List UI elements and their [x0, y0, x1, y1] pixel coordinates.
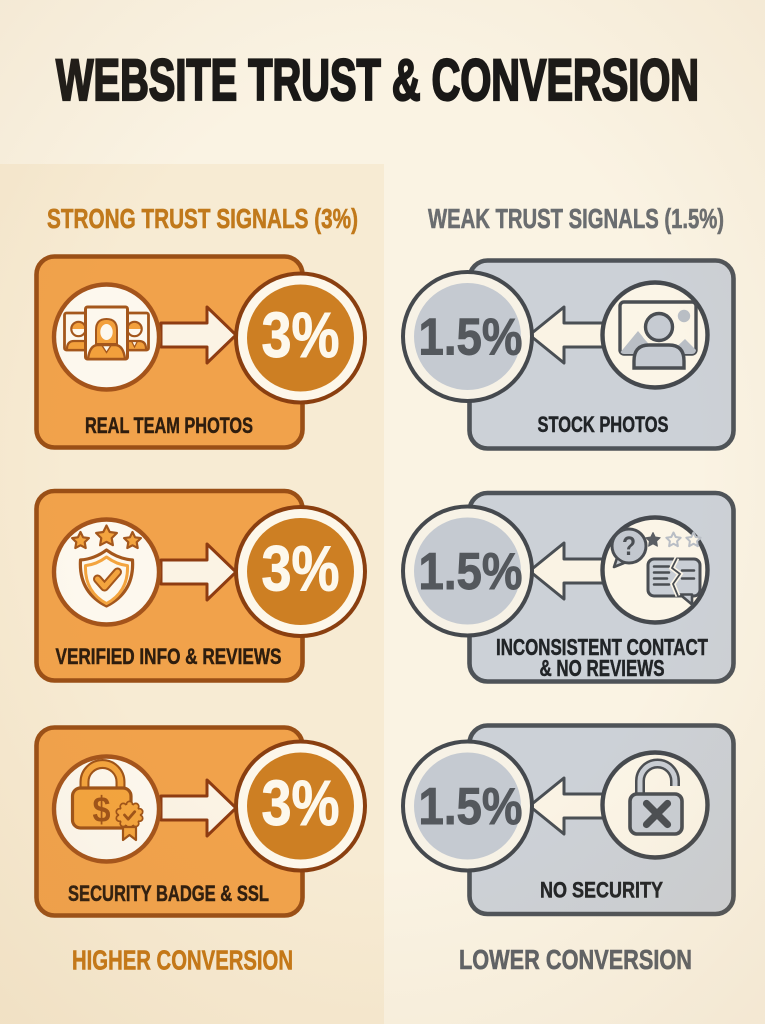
- svg-text:HIGHER CONVERSION: HIGHER CONVERSION: [72, 945, 293, 976]
- svg-text:WEAK TRUST SIGNALS (1.5%): WEAK TRUST SIGNALS (1.5%): [428, 203, 724, 234]
- svg-text:3%: 3%: [262, 299, 340, 371]
- svg-text:VERIFIED INFO & REVIEWS: VERIFIED INFO & REVIEWS: [56, 644, 282, 669]
- svg-text:1.5%: 1.5%: [419, 543, 523, 601]
- svg-text:NO SECURITY: NO SECURITY: [540, 878, 663, 903]
- svg-text:WEBSITE TRUST & CONVERSION: WEBSITE TRUST & CONVERSION: [56, 48, 699, 113]
- svg-text:$: $: [93, 789, 111, 830]
- svg-text:REAL TEAM PHOTOS: REAL TEAM PHOTOS: [85, 413, 253, 438]
- svg-text:1.5%: 1.5%: [419, 309, 523, 367]
- svg-text:SECURITY BADGE & SSL: SECURITY BADGE & SSL: [68, 881, 269, 906]
- svg-text:INCONSISTENT CONTACT: INCONSISTENT CONTACT: [496, 634, 708, 660]
- svg-text:STRONG TRUST SIGNALS (3%): STRONG TRUST SIGNALS (3%): [47, 203, 358, 234]
- svg-text:STOCK PHOTOS: STOCK PHOTOS: [538, 412, 669, 437]
- svg-text:1.5%: 1.5%: [419, 778, 523, 836]
- svg-text:& NO REVIEWS: & NO REVIEWS: [540, 655, 665, 681]
- svg-text:?: ?: [622, 531, 636, 561]
- svg-text:LOWER CONVERSION: LOWER CONVERSION: [459, 944, 692, 975]
- svg-text:3%: 3%: [262, 533, 340, 605]
- svg-text:3%: 3%: [262, 767, 340, 839]
